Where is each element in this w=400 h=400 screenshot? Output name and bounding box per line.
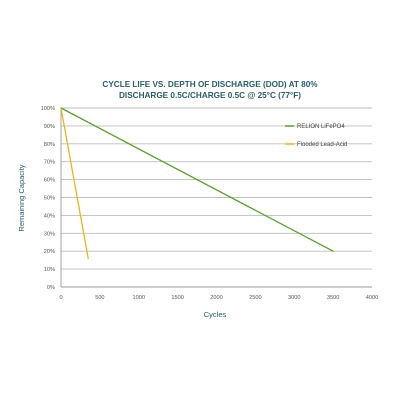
- legend-label-1: Flooded Lead-Acid: [297, 142, 347, 148]
- x-tick-label: 500: [95, 295, 104, 301]
- y-tick-label: 0%: [47, 285, 55, 291]
- axes: [60, 108, 372, 288]
- series-line-0: [60, 107, 334, 252]
- y-tick-label: 80%: [44, 142, 55, 148]
- x-tick-label: 0: [59, 295, 62, 301]
- y-tick-label: 30%: [44, 231, 55, 237]
- data-series: [60, 107, 334, 260]
- y-tick-label: 60%: [44, 178, 55, 184]
- x-axis-label: Cycles: [204, 310, 227, 319]
- grid-lines: [61, 107, 372, 270]
- series-line-1: [60, 107, 89, 260]
- y-axis-label: Remaining Capacity: [17, 164, 26, 231]
- y-tick-label: 50%: [44, 196, 55, 202]
- x-tick-label: 3500: [327, 295, 339, 301]
- x-tick-label: 1000: [133, 295, 145, 301]
- tick-labels: 0% 10% 20% 30% 40% 50% 60% 70% 80% 90% 100% 0 500 100…: [41, 106, 379, 301]
- y-tick-label: 40%: [44, 213, 55, 219]
- x-tick-label: 2500: [249, 295, 261, 301]
- legend-label-0: RELION LiFePO4: [297, 124, 345, 130]
- x-tick-label: 3000: [288, 295, 300, 301]
- y-tick-label: 20%: [44, 249, 55, 255]
- y-tick-label: 10%: [44, 267, 55, 273]
- chart-title-line-1: CYCLE LIFE VS. DEPTH OF DISCHARGE (DOD) …: [102, 80, 318, 89]
- x-tick-label: 4000: [366, 295, 378, 301]
- y-tick-label: 90%: [44, 124, 55, 130]
- chart-title-line-2: DISCHARGE 0.5C/CHARGE 0.5C @ 25°C (77°F): [119, 91, 301, 100]
- x-tick-label: 1500: [171, 295, 183, 301]
- x-tick-label: 2000: [210, 295, 222, 301]
- y-tick-label: 100%: [41, 106, 55, 112]
- legend: RELION LiFePO4 Flooded Lead-Acid: [285, 124, 347, 148]
- y-tick-label: 70%: [44, 160, 55, 166]
